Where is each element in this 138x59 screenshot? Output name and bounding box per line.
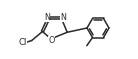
Text: N: N xyxy=(60,13,66,22)
Text: O: O xyxy=(48,36,55,45)
Text: N: N xyxy=(44,13,50,22)
Text: Cl: Cl xyxy=(18,38,27,47)
